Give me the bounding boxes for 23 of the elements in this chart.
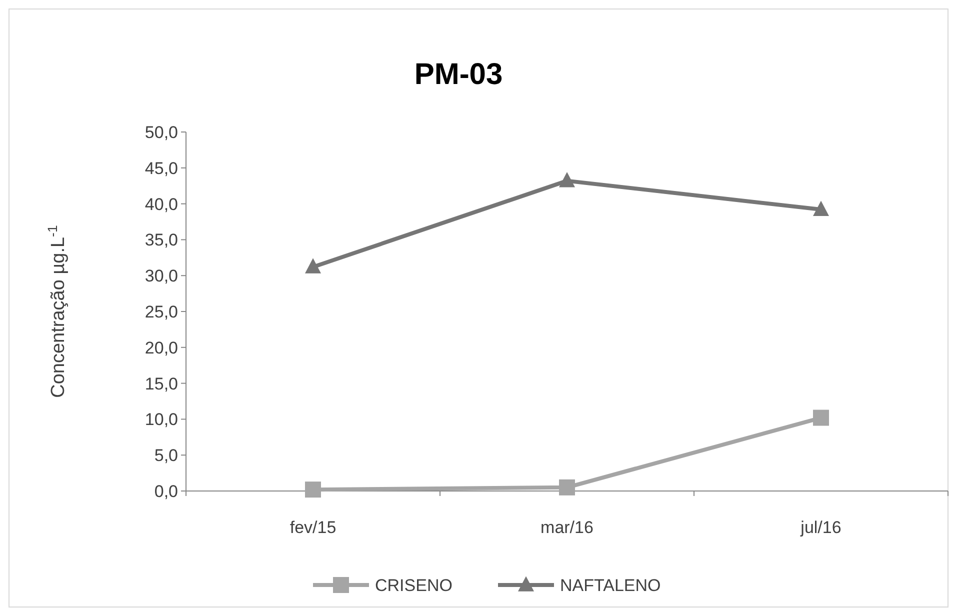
y-tick-label: 5,0	[154, 446, 178, 466]
y-tick-label: 15,0	[144, 374, 178, 394]
chart-title: PM-03	[414, 58, 503, 91]
y-tick-label: 10,0	[144, 410, 178, 430]
y-tick-label: 30,0	[144, 266, 178, 286]
point	[559, 479, 575, 496]
x-tick-label: fev/15	[290, 518, 336, 537]
legend-label: CRISENO	[375, 576, 452, 595]
y-tick-label: 35,0	[144, 230, 178, 250]
point	[305, 482, 321, 498]
legend-label: NAFTALENO	[560, 576, 661, 595]
point	[813, 200, 829, 216]
point	[813, 410, 829, 426]
x-tick-label: jul/16	[800, 518, 842, 537]
y-tick-label: 25,0	[144, 302, 178, 322]
y-tick-label: 50,0	[144, 122, 178, 142]
y-tick-label: 45,0	[144, 158, 178, 178]
point	[305, 258, 321, 274]
y-tick-label: 0,0	[154, 482, 178, 501]
y-tick-label: 40,0	[144, 194, 178, 214]
y-tick-label: 20,0	[144, 338, 178, 358]
point	[559, 172, 575, 188]
x-tick-label: mar/16	[540, 518, 594, 537]
